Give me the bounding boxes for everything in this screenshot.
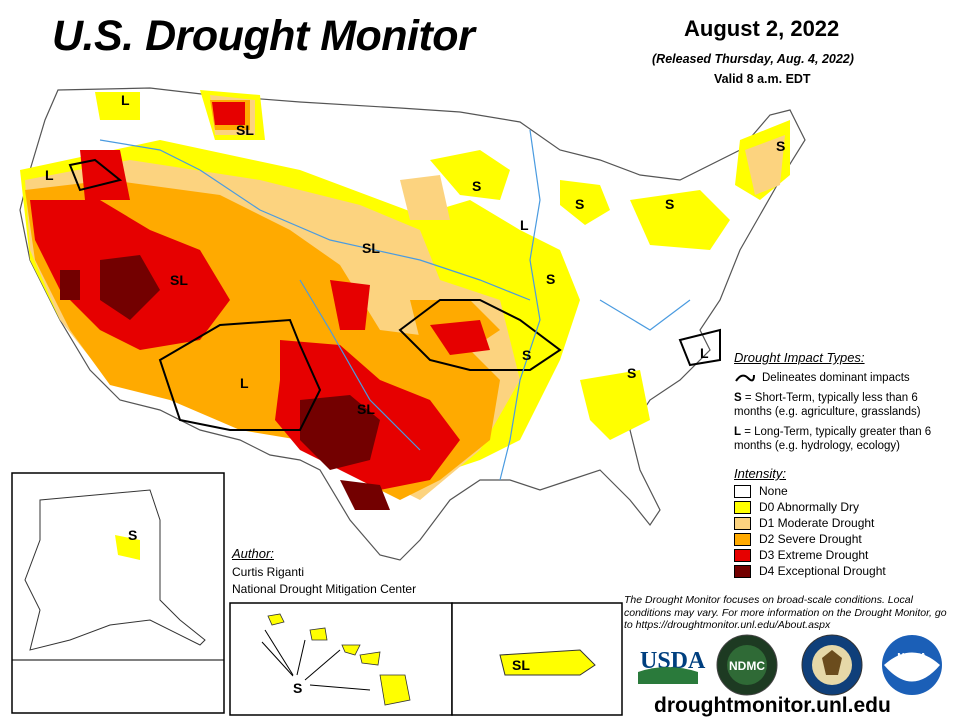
impact-boundaries	[68, 158, 721, 431]
footer-url[interactable]: droughtmonitor.unl.edu	[654, 694, 891, 717]
label-oregon: L	[45, 167, 54, 183]
label-illinois: L	[520, 217, 529, 233]
boundary-line-icon	[735, 374, 755, 382]
label-wisconsin: S	[472, 178, 481, 194]
commerce-seal-logo	[801, 634, 863, 696]
label-nevada: SL	[170, 272, 188, 288]
intensity-swatch	[734, 564, 751, 578]
intensity-heading: Intensity:	[734, 466, 787, 481]
valid-time: Valid 8 a.m. EDT	[714, 72, 811, 86]
rivers	[99, 129, 691, 481]
intensity-row: D2 Severe Drought	[734, 531, 954, 547]
author-name: Curtis Riganti	[232, 565, 305, 579]
page-title: U.S. Drought Monitor	[52, 12, 475, 60]
label-hawaii: S	[293, 680, 302, 696]
noaa-logo: NOAA	[882, 635, 942, 695]
intensity-row: D1 Moderate Drought	[734, 515, 954, 531]
intensity-label: D0 Abnormally Dry	[759, 500, 860, 514]
intensity-swatch	[734, 548, 751, 562]
intensity-label: D2 Severe Drought	[759, 532, 862, 546]
short-term-text: = Short-Term, typically less than 6 mont…	[734, 392, 921, 418]
impact-delineates-text: Delineates dominant impacts	[762, 372, 910, 384]
hawaii-islands	[267, 613, 411, 706]
impact-long-term: L = Long-Term, typically greater than 6 …	[734, 425, 954, 453]
intensity-label: None	[759, 484, 788, 498]
release-date: (Released Thursday, Aug. 4, 2022)	[652, 52, 854, 66]
usda-logo: USDA	[636, 642, 706, 684]
impact-delineates-row: Delineates dominant impacts	[734, 371, 954, 385]
hawaii-inset	[229, 602, 453, 716]
label-iowa: S	[546, 271, 555, 287]
intensity-swatch	[734, 532, 751, 546]
label-nebraska: SL	[362, 240, 380, 256]
impact-types-heading: Drought Impact Types:	[734, 350, 865, 365]
label-newyork: S	[665, 196, 674, 212]
impact-types-legend: Drought Impact Types: Delineates dominan…	[734, 350, 954, 453]
label-arkansas: S	[522, 347, 531, 363]
ndmc-logo: NDMC	[716, 634, 778, 696]
label-michigan: S	[575, 196, 584, 212]
label-montana: SL	[236, 122, 254, 138]
label-idaho: L	[121, 92, 130, 108]
intensity-swatch	[734, 516, 751, 530]
intensity-row: None	[734, 483, 954, 499]
map-date: August 2, 2022	[684, 16, 840, 41]
author-organization: National Drought Mitigation Center	[232, 582, 417, 596]
label-alaska: S	[128, 527, 137, 543]
intensity-label: D3 Extreme Drought	[759, 548, 869, 562]
author-heading: Author:	[232, 546, 274, 561]
intensity-swatch	[734, 500, 751, 514]
label-maine: S	[776, 138, 785, 154]
long-term-key: L	[734, 426, 742, 438]
puertorico-island	[499, 649, 596, 676]
label-arizona: L	[240, 375, 249, 391]
long-term-text: = Long-Term, typically greater than 6 mo…	[734, 426, 932, 452]
intensity-legend: Intensity: None D0 Abnormally Dry D1 Moder…	[734, 466, 954, 579]
label-northcarolina: L	[700, 345, 709, 361]
d4-areas	[60, 255, 390, 510]
svg-text:NDMC: NDMC	[729, 659, 765, 673]
intensity-row: D0 Abnormally Dry	[734, 499, 954, 515]
intensity-row: D3 Extreme Drought	[734, 547, 954, 563]
label-texas: SL	[357, 401, 375, 417]
svg-text:NOAA: NOAA	[897, 652, 926, 663]
intensity-swatch	[734, 484, 751, 498]
label-puertorico: SL	[512, 657, 530, 673]
intensity-row: D4 Exceptional Drought	[734, 563, 954, 579]
intensity-label: D4 Exceptional Drought	[759, 564, 886, 578]
intensity-label: D1 Moderate Drought	[759, 516, 875, 530]
disclaimer-text: The Drought Monitor focuses on broad-sca…	[624, 594, 947, 631]
impact-short-term: S = Short-Term, typically less than 6 mo…	[734, 391, 954, 419]
short-term-key: S	[734, 392, 742, 404]
label-georgia: S	[627, 365, 636, 381]
alaska-outline	[24, 489, 206, 651]
